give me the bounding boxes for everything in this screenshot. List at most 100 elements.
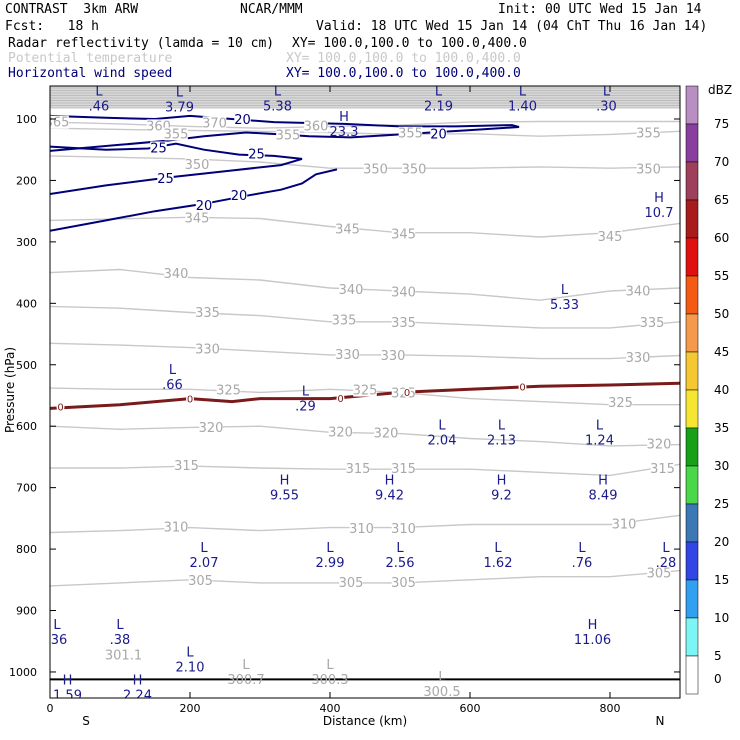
theta-label: 355 xyxy=(276,129,301,144)
theta-label: 310 xyxy=(349,522,374,537)
x-tick-label: 600 xyxy=(460,702,481,715)
theta-label: 320 xyxy=(374,427,399,442)
theta-label: 335 xyxy=(195,306,220,321)
theta-label: 350 xyxy=(363,162,388,177)
extremum-kind-H: H xyxy=(339,110,349,125)
wind-label: 20 xyxy=(430,127,447,142)
extremum-kind-L: L xyxy=(116,618,124,633)
theta-label-bg xyxy=(647,437,671,451)
theta-label-bg xyxy=(216,383,241,397)
upper-isentrope-band xyxy=(50,86,680,109)
colorbar-level-60: 60 xyxy=(714,231,729,245)
field-xy-reflectivity: XY= 100.0,100.0 to 100.0,400.0 xyxy=(292,36,527,51)
extremum-value: .76 xyxy=(572,556,593,571)
extremum-value: .30 xyxy=(596,100,617,115)
theta-label-bg xyxy=(339,282,363,296)
extremum-value: 2.19 xyxy=(424,100,453,115)
theta-label: 310 xyxy=(391,522,416,537)
wind-label-bg xyxy=(248,147,265,161)
theta-contour-340 xyxy=(50,268,680,301)
colorbar-swatch-15 xyxy=(685,541,699,581)
theta-label-bg xyxy=(195,342,220,356)
theta-label: 330 xyxy=(195,342,220,357)
wind-label-bg xyxy=(230,188,248,202)
theta-label: 320 xyxy=(328,425,353,440)
colorbar-swatch-35 xyxy=(685,389,699,429)
theta-label-bg xyxy=(402,162,426,176)
theta-label-bg xyxy=(164,127,188,141)
theta-label-bg xyxy=(374,426,398,440)
wind-label-bg xyxy=(234,113,251,127)
theta-label: 340 xyxy=(339,283,364,298)
colorbar-swatch-40 xyxy=(685,351,699,391)
extremum-value: 300.7 xyxy=(227,673,264,688)
theta-label: 355 xyxy=(636,127,661,142)
extremum-value: 1.24 xyxy=(585,433,614,448)
extremum-value: .38 xyxy=(110,633,131,648)
theta-label: 330 xyxy=(335,348,360,363)
y-tick-label: 500 xyxy=(16,359,37,372)
colorbar-swatch-45 xyxy=(685,313,699,353)
y-tick-label: 1000 xyxy=(9,666,37,679)
theta-label: 345 xyxy=(185,212,210,227)
theta-label: 355 xyxy=(398,127,423,142)
theta-label-bg xyxy=(398,126,423,140)
extremum-value: 5.33 xyxy=(550,298,579,313)
colorbar-level-65: 65 xyxy=(714,193,729,207)
theta-label-bg xyxy=(349,521,374,535)
y-tick-label: 800 xyxy=(16,543,37,556)
y-axis-label: Pressure (hPa) xyxy=(3,347,17,433)
colorbar-level-35: 35 xyxy=(714,421,729,435)
theta-label-bg xyxy=(188,574,213,588)
theta-label: 345 xyxy=(391,228,416,243)
organization-label: NCAR/MMM xyxy=(240,2,303,17)
reflectivity-label-bg xyxy=(56,402,65,413)
extremum-kind-L: L xyxy=(396,541,404,556)
theta-label-bg xyxy=(164,266,188,280)
extremum-kind-L: L xyxy=(274,85,282,100)
colorbar-level-75: 75 xyxy=(714,117,729,131)
extremum-value: 9.42 xyxy=(375,489,404,504)
wind-label-bg xyxy=(430,127,447,141)
theta-label-bg xyxy=(174,459,199,473)
extremum-value: 2.04 xyxy=(428,433,457,448)
theta-label: 365 xyxy=(45,116,70,131)
theta-contour-305 xyxy=(50,569,680,587)
theta-label: 350 xyxy=(636,162,661,177)
extremum-value: 10.7 xyxy=(645,206,674,221)
theta-label-bg xyxy=(304,119,328,133)
extremum-value: 1.62 xyxy=(484,556,513,571)
theta-contour-330 xyxy=(50,342,680,360)
colorbar-swatch-50 xyxy=(685,275,699,315)
theta-label: 340 xyxy=(391,285,416,300)
extremum-kind-L: L xyxy=(95,85,103,100)
extremum-kind-H: H xyxy=(497,474,507,489)
field-name-theta: Potential temperature xyxy=(8,51,173,66)
y-tick-label: 200 xyxy=(16,174,37,187)
y-tick-label: 300 xyxy=(16,236,37,249)
theta-label: 325 xyxy=(608,396,633,411)
extremum-kind-L: L xyxy=(200,541,208,556)
extremum-kind-L: L xyxy=(53,618,61,633)
colorbar-unit: dBZ xyxy=(708,83,732,97)
theta-label-bg xyxy=(346,462,370,476)
theta-label-bg xyxy=(647,566,671,580)
reflectivity-label-bg xyxy=(336,393,345,404)
extremum-value: 301.1 xyxy=(105,648,142,663)
colorbar-swatch-0 xyxy=(685,655,699,695)
x-end-label-south: S xyxy=(82,714,90,728)
theta-label: 350 xyxy=(402,162,427,177)
extremum-kind-H: H xyxy=(598,474,608,489)
colorbar-level-25: 25 xyxy=(714,497,729,511)
theta-label-bg xyxy=(391,462,416,476)
x-tick-label: 800 xyxy=(600,702,621,715)
theta-label-bg xyxy=(335,347,360,361)
theta-label-bg xyxy=(195,306,220,320)
extremum-value: 2.13 xyxy=(487,433,516,448)
wind-label: 20 xyxy=(234,113,251,128)
theta-label-bg xyxy=(598,229,622,243)
extremum-value: 11.06 xyxy=(574,633,611,648)
extremum-kind-L: L xyxy=(498,418,506,433)
theta-label-bg xyxy=(335,222,360,236)
extremum-kind-L: L xyxy=(302,385,310,400)
